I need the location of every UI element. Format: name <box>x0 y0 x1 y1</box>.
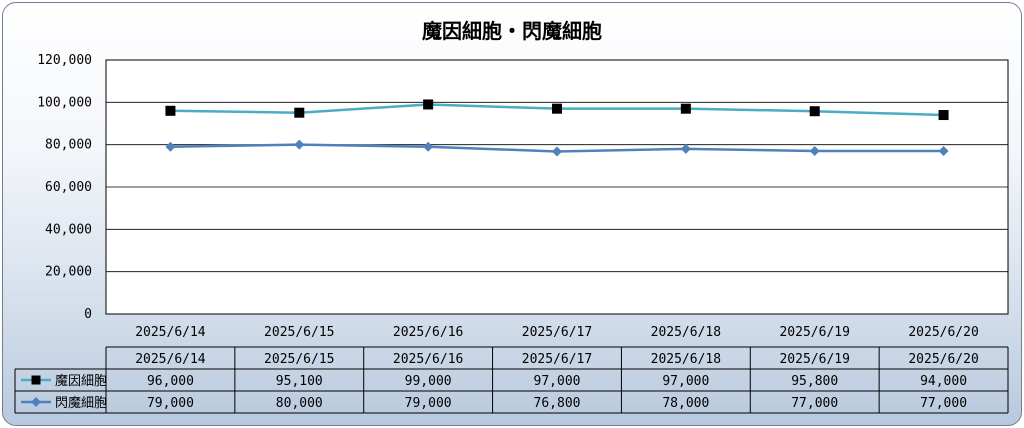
table-cell: 99,000 <box>405 374 452 389</box>
data-point-s1 <box>938 110 949 121</box>
x-tick-label: 2025/6/15 <box>264 325 334 340</box>
x-tick-label: 2025/6/16 <box>393 325 463 340</box>
legend-key-marker <box>31 375 41 385</box>
data-point-s2 <box>165 141 176 152</box>
table-cell: 94,000 <box>920 374 967 389</box>
table-cell: 80,000 <box>276 396 323 411</box>
data-point-s1 <box>294 107 305 118</box>
legend-label: 閃魔細胞 <box>55 396 107 411</box>
x-tick-label: 2025/6/20 <box>908 325 978 340</box>
y-tick-label: 40,000 <box>45 222 92 237</box>
data-point-s2 <box>680 143 691 154</box>
y-tick-label: 20,000 <box>45 265 92 280</box>
table-header-cell: 2025/6/19 <box>779 352 849 367</box>
data-point-s1 <box>809 106 820 117</box>
y-tick-label: 100,000 <box>37 95 92 110</box>
table-cell: 95,800 <box>791 374 838 389</box>
y-tick-label: 0 <box>84 307 92 322</box>
table-header-cell: 2025/6/14 <box>135 352 206 367</box>
x-tick-label: 2025/6/17 <box>522 325 592 340</box>
table-cell: 77,000 <box>791 396 838 411</box>
x-tick-label: 2025/6/18 <box>651 325 721 340</box>
legend-label: 魔因細胞 <box>55 374 107 389</box>
y-tick-label: 80,000 <box>45 138 92 153</box>
data-point-s2 <box>552 146 562 157</box>
table-cell: 97,000 <box>534 374 581 389</box>
table-cell: 96,000 <box>147 374 194 389</box>
chart-svg: 0 20,000 40,000 60,000 80,000 100,000 120,000 2… <box>14 53 1009 414</box>
data-point-s2 <box>938 146 949 157</box>
table-cell: 79,000 <box>147 396 194 411</box>
chart-title: 魔因細胞・閃魔細胞 <box>422 19 602 43</box>
y-tick-label: 120,000 <box>37 53 92 68</box>
table-header-cell: 2025/6/16 <box>393 352 463 367</box>
table-header-cell: 2025/6/15 <box>264 352 334 367</box>
data-point-s1 <box>552 103 562 114</box>
table-header-cell: 2025/6/20 <box>908 352 978 367</box>
data-point-s1 <box>423 99 434 110</box>
data-point-s1 <box>680 103 691 114</box>
table-cell: 95,100 <box>276 374 323 389</box>
x-tick-label: 2025/6/14 <box>135 325 206 340</box>
table-cell: 76,800 <box>534 396 581 411</box>
y-tick-label: 60,000 <box>45 180 92 195</box>
table-header-cell: 2025/6/18 <box>651 352 721 367</box>
data-point-s2 <box>294 139 305 150</box>
table-header-cell: 2025/6/17 <box>522 352 592 367</box>
table-cell: 78,000 <box>662 396 709 411</box>
table-cell: 77,000 <box>920 396 967 411</box>
table-cell: 97,000 <box>662 374 709 389</box>
data-point-s2 <box>423 141 434 152</box>
data-point-s2 <box>809 146 820 157</box>
legend-key-marker <box>31 397 41 407</box>
x-tick-label: 2025/6/19 <box>779 325 849 340</box>
table-cell: 79,000 <box>405 396 452 411</box>
data-point-s1 <box>165 105 176 116</box>
